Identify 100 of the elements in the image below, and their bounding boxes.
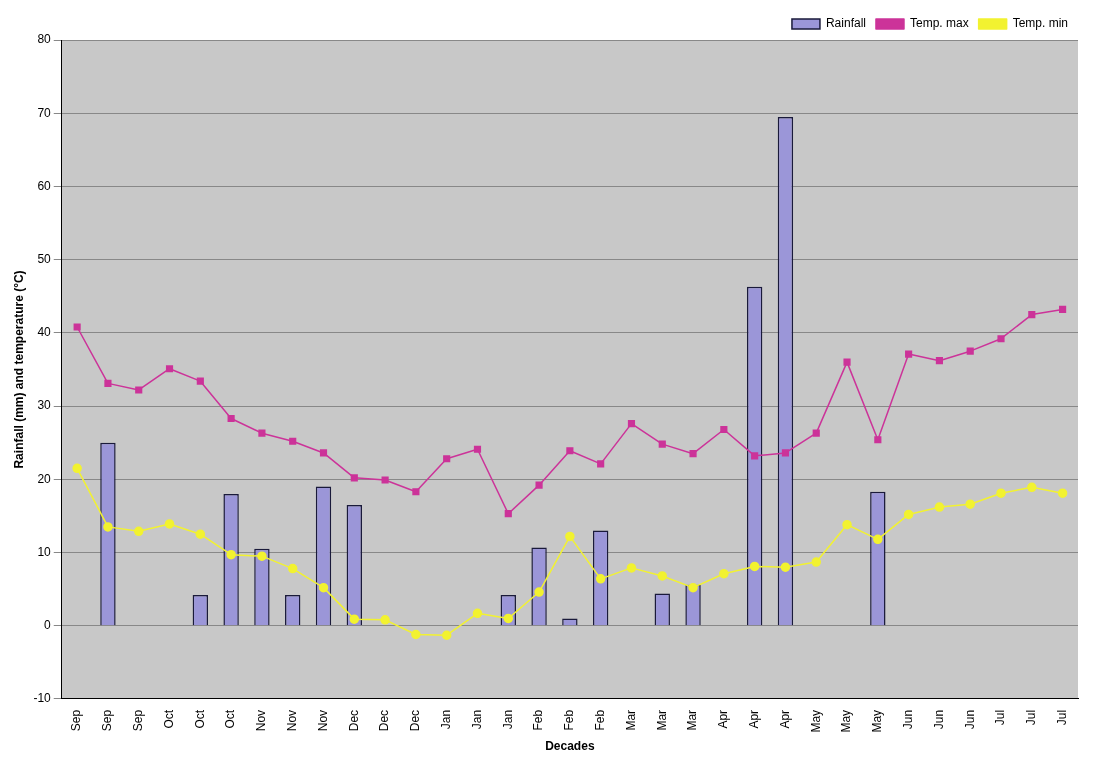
- y-axis-title: Rainfall (mm) and temperature (°C): [11, 270, 26, 469]
- point: [104, 379, 112, 387]
- x-axis-title: Decades: [545, 739, 595, 754]
- y-tick-label: 20: [37, 471, 52, 486]
- point: [873, 534, 883, 545]
- point: [503, 613, 514, 624]
- point: [441, 630, 452, 640]
- x-tick-label: Feb: [562, 709, 577, 731]
- point: [626, 563, 637, 573]
- point: [843, 358, 851, 366]
- point: [595, 574, 606, 584]
- point: [135, 386, 143, 394]
- point: [258, 429, 266, 437]
- x-tick-label: Dec: [346, 709, 361, 732]
- point: [965, 499, 975, 509]
- y-tick-label: -10: [33, 691, 52, 706]
- point: [1059, 305, 1067, 314]
- point: [473, 445, 482, 453]
- point: [874, 436, 882, 444]
- x-tick-label: Feb: [531, 709, 546, 731]
- point: [289, 437, 297, 445]
- point: [504, 510, 512, 518]
- point: [164, 519, 175, 529]
- point: [966, 347, 974, 355]
- x-tick-label: Jun: [962, 709, 977, 730]
- y-tick-label: 60: [37, 178, 52, 193]
- x-tick-label: Nov: [254, 709, 269, 732]
- point: [103, 522, 113, 532]
- point: [934, 502, 945, 512]
- legend-label: Temp. min: [1012, 16, 1069, 31]
- x-tick-label: Apr: [716, 709, 731, 729]
- x-tick-label: May: [808, 709, 823, 733]
- point: [472, 608, 483, 619]
- point: [566, 447, 574, 455]
- y-tick-label: 50: [37, 251, 52, 266]
- point: [1027, 482, 1037, 493]
- x-tick-label: May: [870, 709, 885, 733]
- point: [997, 335, 1005, 343]
- point: [73, 323, 81, 331]
- x-tick-label: Jun: [931, 709, 946, 730]
- legend-label: Temp. max: [909, 16, 969, 31]
- point: [688, 582, 698, 593]
- point: [534, 587, 544, 597]
- x-tick-label: Jul: [993, 709, 1008, 726]
- y-tick-label: 70: [37, 105, 52, 120]
- x-tick-label: Nov: [315, 709, 330, 732]
- point: [1028, 310, 1036, 319]
- point: [318, 582, 329, 593]
- point: [412, 488, 420, 496]
- x-tick-label: Mar: [623, 709, 638, 731]
- point: [780, 562, 791, 572]
- y-tick-label: 0: [44, 618, 52, 633]
- point: [72, 463, 82, 474]
- point: [257, 551, 267, 561]
- point: [812, 429, 820, 437]
- point: [319, 449, 328, 457]
- point: [935, 357, 943, 365]
- x-tick-label: Jan: [439, 709, 453, 730]
- legend-label: Rainfall: [825, 16, 866, 31]
- point: [657, 571, 668, 581]
- point: [195, 529, 206, 539]
- point: [781, 449, 790, 457]
- point: [227, 414, 235, 423]
- x-tick-label: Oct: [161, 709, 176, 729]
- point: [443, 455, 451, 463]
- point: [565, 531, 575, 542]
- y-tick-label: 30: [37, 398, 52, 413]
- point: [903, 509, 914, 520]
- x-tick-label: Jan: [469, 709, 484, 730]
- y-tick-label: 10: [37, 544, 52, 559]
- point: [719, 568, 729, 579]
- point: [720, 425, 728, 434]
- point: [751, 452, 759, 460]
- x-tick-label: Jun: [900, 709, 915, 730]
- point: [658, 440, 666, 448]
- x-tick-label: Dec: [377, 709, 392, 732]
- point: [381, 476, 389, 484]
- x-tick-label: Mar: [685, 709, 700, 731]
- x-tick-label: Apr: [777, 709, 792, 729]
- point: [287, 563, 298, 574]
- x-tick-label: Oct: [192, 709, 207, 729]
- x-tick-label: Feb: [592, 709, 607, 731]
- x-tick-label: Dec: [408, 709, 423, 732]
- point: [689, 450, 697, 458]
- point: [905, 350, 913, 358]
- point: [226, 549, 236, 560]
- x-tick-label: Sep: [69, 709, 84, 732]
- x-tick-label: Oct: [223, 709, 238, 729]
- point: [842, 519, 852, 530]
- point: [535, 481, 543, 489]
- point: [627, 420, 636, 428]
- x-tick-label: May: [839, 709, 854, 733]
- point: [380, 615, 390, 625]
- point: [165, 365, 174, 373]
- point: [597, 460, 605, 468]
- x-tick-label: Mar: [654, 709, 669, 731]
- point: [411, 629, 421, 640]
- y-tick-label: 40: [37, 325, 52, 340]
- point: [349, 614, 360, 624]
- point: [1057, 488, 1068, 498]
